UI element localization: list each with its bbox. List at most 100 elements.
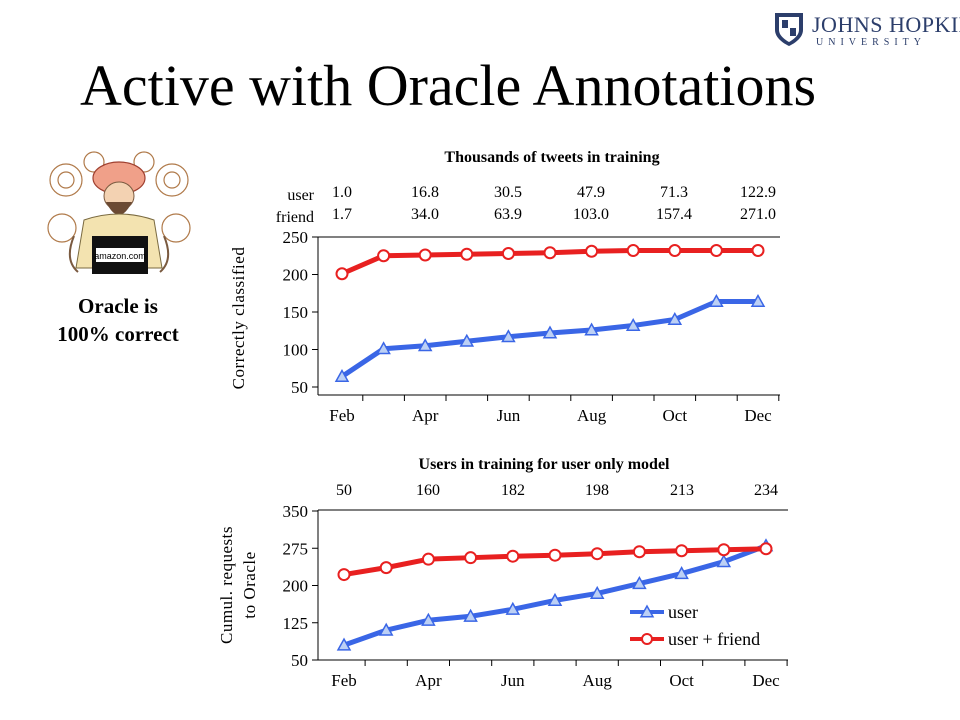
x-tick-label: Aug <box>583 671 613 690</box>
legend-user-marker <box>639 604 655 618</box>
data-point-user-friend <box>421 552 435 566</box>
y-tick-label: 50 <box>291 378 308 397</box>
data-point-user-friend <box>379 561 393 575</box>
header-value-user: 30.5 <box>494 184 522 201</box>
data-point-user <box>505 601 521 615</box>
data-point-user-friend <box>590 547 604 561</box>
data-point-user <box>632 575 647 590</box>
oracle-caption-line2: 100% correct <box>57 322 179 346</box>
x-tick-label: Apr <box>412 406 439 425</box>
x-tick-label: Jun <box>497 406 521 425</box>
chart-bottom-legend: user user + friend <box>630 602 760 649</box>
header-value-friend: 271.0 <box>740 206 776 223</box>
oracle-caption: Oracle is 100% correct <box>40 292 196 348</box>
chart-bottom-ylabel-line2: to Oracle <box>240 551 259 618</box>
header-value-users: 198 <box>585 482 609 499</box>
chart-bottom-series <box>336 538 774 651</box>
data-point-user <box>459 333 475 347</box>
header-value-friend: 1.7 <box>332 206 352 223</box>
data-point-user <box>584 322 599 336</box>
data-point-user-friend <box>675 544 689 558</box>
header-value-user: 1.0 <box>332 184 352 201</box>
header-value-friend: 103.0 <box>573 206 609 223</box>
y-tick-label: 100 <box>283 341 309 360</box>
y-tick-label: 275 <box>283 539 309 558</box>
header-value-friend: 157.4 <box>656 206 692 223</box>
university-logo: JOHNS HOPKINS UNIVERSITY <box>772 10 960 50</box>
data-point-user-friend <box>543 246 557 260</box>
chart-bottom: Users in training for user only model 50… <box>217 456 788 690</box>
y-tick-label: 50 <box>291 651 308 670</box>
legend-friend-label: user + friend <box>668 629 760 649</box>
chart-bottom-ticks: 50 125 200 275 350 Feb Apr Jun Aug Oct Dec <box>283 502 788 690</box>
chart-top-series <box>334 244 766 383</box>
data-point-user-friend <box>759 542 773 556</box>
data-point-user <box>501 329 516 343</box>
data-point-user-friend <box>377 249 391 263</box>
data-point-user <box>674 566 689 580</box>
data-point-user <box>716 554 732 568</box>
header-value-friend: 63.9 <box>494 206 522 223</box>
slide-title: Active with Oracle Annotations <box>80 53 817 118</box>
chart-top-ticks: 50 100 150 200 250 Feb Apr Jun Aug Oct Dec <box>283 228 780 425</box>
data-point-user-friend <box>418 248 432 262</box>
data-point-user <box>378 622 394 636</box>
chart-top-row-label-friend: friend <box>276 209 314 226</box>
data-point-user <box>750 293 766 308</box>
legend-user-label: user <box>668 602 698 622</box>
y-tick-label: 250 <box>283 228 309 247</box>
shield-icon <box>775 13 803 46</box>
x-tick-label: Aug <box>577 406 607 425</box>
chart-top-title: Thousands of tweets in training <box>444 149 659 166</box>
y-tick-label: 350 <box>283 502 309 521</box>
data-point-user-friend <box>335 267 349 281</box>
chart-top-ylabel: Correctly classified <box>229 247 248 390</box>
data-point-user-friend <box>548 548 562 562</box>
header-value-users: 160 <box>416 482 440 499</box>
data-point-user <box>417 338 433 352</box>
chart-top: Thousands of tweets in training user fri… <box>229 149 780 425</box>
x-tick-label: Feb <box>331 671 357 690</box>
data-point-user <box>709 293 724 308</box>
logo-subtitle: UNIVERSITY <box>816 37 926 48</box>
data-point-user <box>589 585 605 599</box>
header-value-users: 234 <box>754 482 778 499</box>
chart-bottom-header-values: 50 160 182 198 213 234 <box>336 482 778 499</box>
x-tick-label: Oct <box>669 671 694 690</box>
data-point-user-friend <box>464 551 478 565</box>
oracle-caption-line1: Oracle is <box>78 294 158 318</box>
header-value-user: 71.3 <box>660 184 688 201</box>
data-point-user-friend <box>460 247 474 261</box>
data-point-user <box>667 311 683 326</box>
y-tick-label: 200 <box>283 577 309 596</box>
data-point-user-friend <box>668 244 682 257</box>
chart-top-row-label-user: user <box>287 187 314 204</box>
data-point-user-friend <box>585 244 599 258</box>
chart-top-header-values: 1.0 16.8 30.5 47.9 71.3 122.9 1.7 34.0 63.9 103.0… <box>332 184 776 223</box>
data-point-user-friend <box>717 543 731 557</box>
logo-name: JOHNS HOPKINS <box>812 12 960 37</box>
x-tick-label: Jun <box>501 671 525 690</box>
chart-bottom-title: Users in training for user only model <box>419 456 671 473</box>
data-point-user <box>336 637 352 651</box>
data-point-user-friend <box>709 244 723 257</box>
data-point-user-friend <box>626 244 640 257</box>
data-point-user <box>463 608 478 622</box>
data-point-user <box>421 612 436 626</box>
header-value-user: 47.9 <box>577 184 605 201</box>
data-point-user <box>625 317 641 332</box>
header-value-users: 213 <box>670 482 694 499</box>
data-point-user-friend <box>337 568 351 582</box>
data-point-user-friend <box>632 545 646 559</box>
x-tick-label: Apr <box>415 671 442 690</box>
header-value-user: 122.9 <box>740 184 776 201</box>
header-value-friend: 34.0 <box>411 206 439 223</box>
header-value-user: 16.8 <box>411 184 439 201</box>
data-point-user <box>334 368 350 383</box>
legend-friend-marker <box>641 633 653 645</box>
x-tick-label: Dec <box>752 671 780 690</box>
y-tick-label: 150 <box>283 303 309 322</box>
header-value-users: 50 <box>336 482 352 499</box>
data-point-user-friend <box>751 244 765 257</box>
